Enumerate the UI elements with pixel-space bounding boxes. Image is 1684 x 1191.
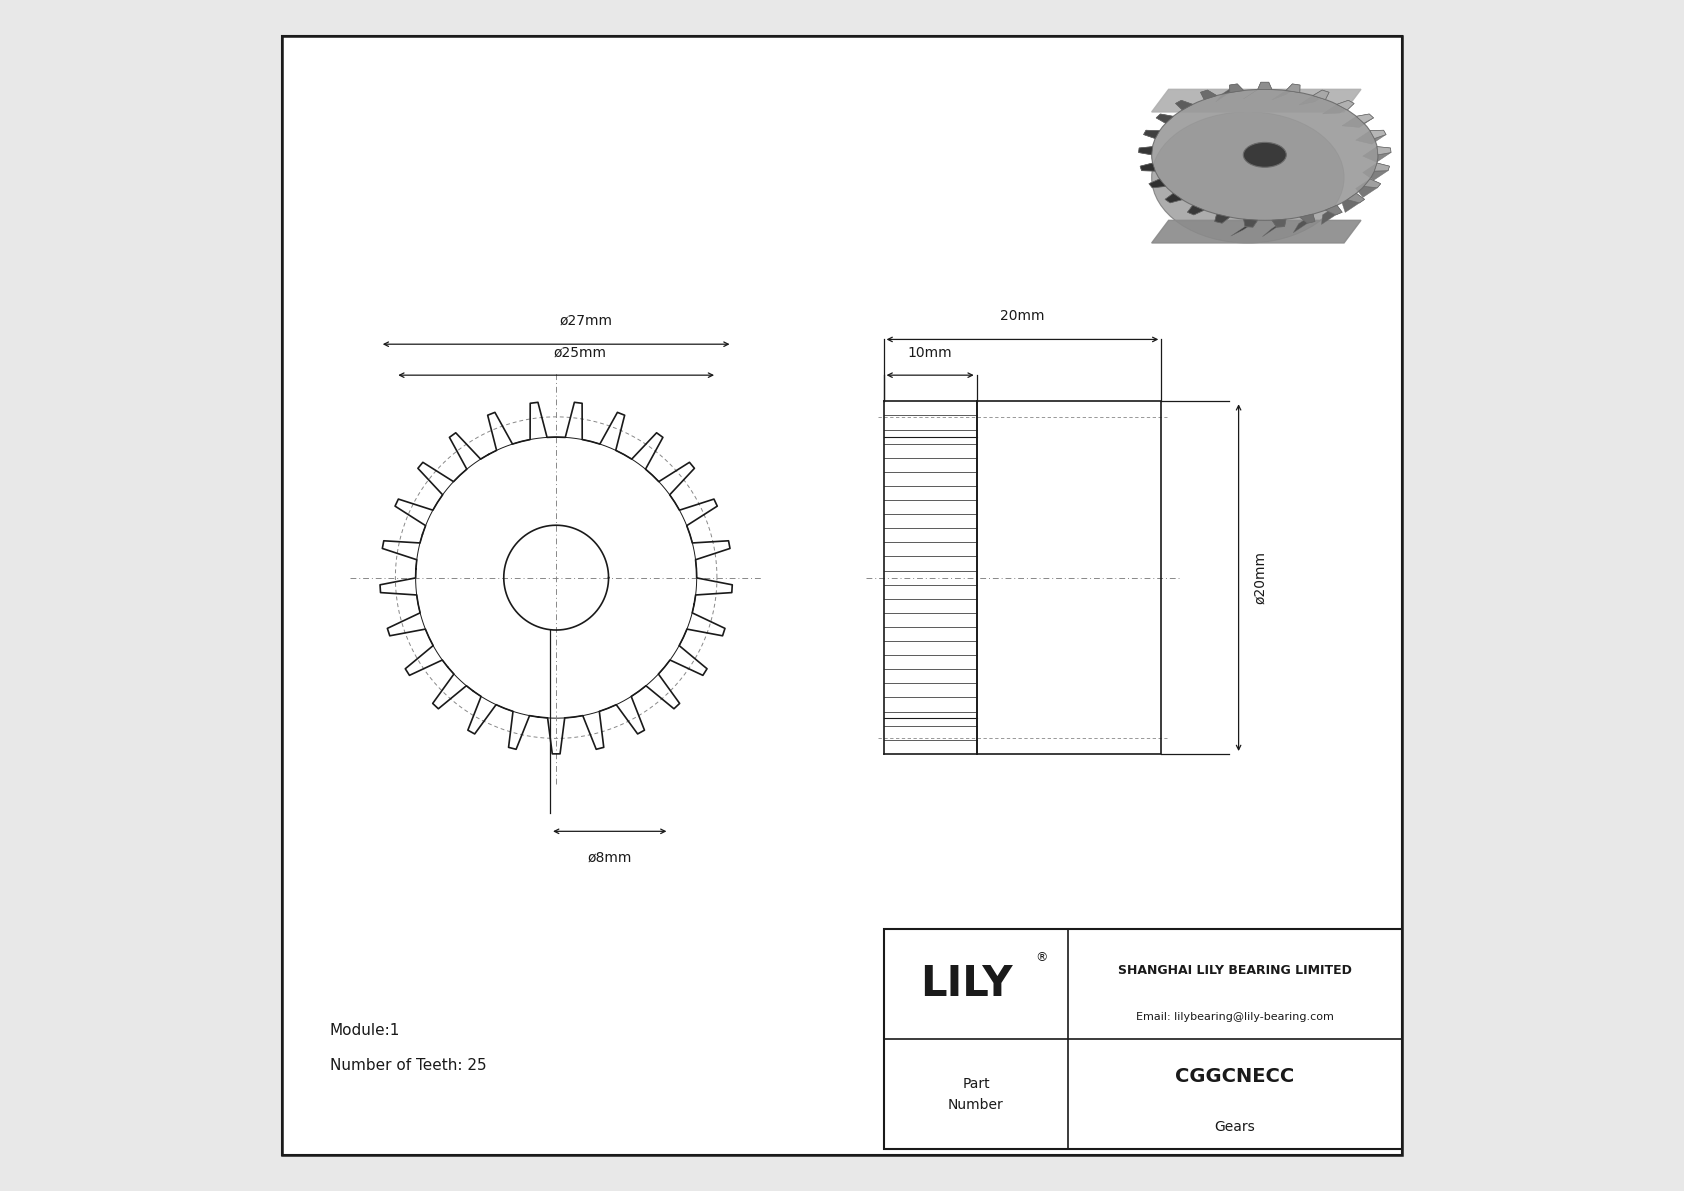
Polygon shape: [1364, 179, 1381, 188]
Polygon shape: [1271, 219, 1287, 227]
Polygon shape: [1243, 219, 1258, 227]
Text: 20mm: 20mm: [1000, 308, 1044, 323]
Polygon shape: [1165, 193, 1182, 202]
Polygon shape: [1143, 130, 1160, 138]
Polygon shape: [1374, 163, 1389, 172]
Text: Part
Number: Part Number: [948, 1077, 1004, 1111]
Polygon shape: [1347, 193, 1364, 202]
Polygon shape: [1356, 114, 1374, 124]
Polygon shape: [1300, 214, 1315, 223]
Polygon shape: [1325, 205, 1342, 214]
Polygon shape: [1229, 83, 1243, 93]
Polygon shape: [1374, 163, 1389, 172]
Text: ®: ®: [1036, 952, 1047, 965]
Polygon shape: [1271, 219, 1287, 227]
Polygon shape: [1347, 193, 1364, 202]
Polygon shape: [1342, 193, 1359, 212]
Polygon shape: [1229, 83, 1243, 93]
Polygon shape: [1187, 205, 1204, 214]
Text: ø27mm: ø27mm: [559, 313, 613, 328]
Polygon shape: [1152, 220, 1361, 243]
Polygon shape: [1300, 214, 1315, 223]
Polygon shape: [1293, 214, 1314, 232]
Polygon shape: [1243, 82, 1268, 99]
Polygon shape: [1356, 131, 1386, 144]
Polygon shape: [1216, 83, 1238, 102]
Polygon shape: [1362, 163, 1388, 180]
Polygon shape: [1157, 114, 1174, 124]
Text: Gears: Gears: [1214, 1121, 1255, 1134]
Polygon shape: [1157, 114, 1174, 124]
Text: ø8mm: ø8mm: [588, 850, 632, 865]
Polygon shape: [1175, 100, 1192, 110]
Polygon shape: [1243, 219, 1258, 227]
Polygon shape: [1371, 130, 1386, 138]
Polygon shape: [1263, 219, 1287, 237]
Text: CGGCNECC: CGGCNECC: [1175, 1067, 1295, 1086]
Text: ø25mm: ø25mm: [554, 345, 606, 360]
Polygon shape: [1287, 83, 1300, 93]
Text: LILY: LILY: [919, 964, 1012, 1005]
Ellipse shape: [1243, 143, 1287, 167]
Polygon shape: [1187, 205, 1204, 214]
Text: Module:1: Module:1: [330, 1023, 401, 1037]
Text: SHANGHAI LILY BEARING LIMITED: SHANGHAI LILY BEARING LIMITED: [1118, 965, 1352, 978]
Text: Email: lilybearing@lily-bearing.com: Email: lilybearing@lily-bearing.com: [1137, 1012, 1334, 1022]
Polygon shape: [1378, 146, 1391, 155]
Polygon shape: [1337, 100, 1354, 110]
Polygon shape: [1214, 214, 1229, 223]
Polygon shape: [1362, 146, 1391, 162]
Bar: [977, 401, 1162, 754]
Polygon shape: [1342, 117, 1374, 127]
Polygon shape: [1148, 179, 1165, 188]
Polygon shape: [1152, 89, 1361, 112]
Polygon shape: [1298, 92, 1329, 105]
Polygon shape: [1140, 163, 1155, 172]
Polygon shape: [1143, 130, 1160, 138]
Polygon shape: [1138, 146, 1152, 155]
Polygon shape: [1258, 82, 1271, 89]
Polygon shape: [1378, 146, 1391, 155]
Polygon shape: [1287, 83, 1300, 93]
Text: 10mm: 10mm: [908, 345, 953, 360]
Ellipse shape: [1152, 112, 1344, 243]
Polygon shape: [1325, 205, 1342, 214]
Polygon shape: [1371, 130, 1386, 138]
Polygon shape: [1322, 205, 1337, 224]
Polygon shape: [1138, 146, 1152, 155]
Text: ø20mm: ø20mm: [1253, 551, 1266, 604]
Polygon shape: [1356, 114, 1374, 124]
Polygon shape: [1271, 85, 1300, 100]
Polygon shape: [1337, 100, 1354, 110]
Polygon shape: [1322, 104, 1354, 114]
Polygon shape: [1364, 179, 1381, 188]
Text: Number of Teeth: 25: Number of Teeth: 25: [330, 1059, 487, 1073]
Polygon shape: [1258, 82, 1271, 89]
Polygon shape: [1314, 91, 1329, 100]
Polygon shape: [1214, 214, 1229, 223]
Polygon shape: [1356, 179, 1378, 198]
Polygon shape: [1201, 91, 1216, 100]
Bar: [884, 929, 1401, 1149]
Polygon shape: [1201, 91, 1216, 100]
Polygon shape: [1314, 91, 1329, 100]
Polygon shape: [1165, 193, 1182, 202]
Polygon shape: [1231, 220, 1258, 236]
Polygon shape: [1148, 179, 1165, 188]
Polygon shape: [1175, 100, 1192, 110]
Polygon shape: [1140, 163, 1155, 172]
Ellipse shape: [1152, 89, 1378, 220]
